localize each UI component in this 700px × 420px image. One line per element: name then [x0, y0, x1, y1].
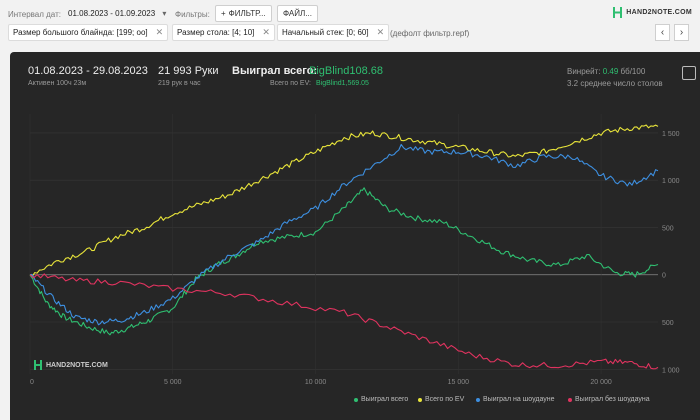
logo-text: HAND2NOTE.COM — [626, 9, 692, 16]
legend-dot — [476, 397, 480, 402]
y-tick-label: 1 000 — [662, 367, 680, 374]
legend-label: Выиграл всего — [361, 396, 409, 403]
won-total-value: BigBlind108.68 — [309, 65, 384, 77]
filter-chips: Размер большого блайнда: [199; oo] ✕ Раз… — [0, 24, 700, 42]
graph-panel: 01.08.2023 - 29.08.2023 Активен 100ч 23м… — [10, 52, 700, 420]
file-button-label: ФАЙЛ... — [283, 9, 312, 18]
x-tick-label: 20 000 — [590, 379, 612, 386]
x-tick-label: 10 000 — [305, 379, 327, 386]
close-icon[interactable]: ✕ — [262, 27, 270, 37]
y-tick-label: 1 500 — [662, 131, 680, 138]
legend-item-showdown[interactable]: Выиграл на шоудауне — [476, 396, 555, 403]
legend-label: Выиграл без шоудауна — [575, 396, 650, 403]
default-filter-name: (дефолт фильтр.repf) — [390, 29, 470, 38]
legend-item-won-total[interactable]: Выиграл всего — [354, 396, 408, 403]
expand-icon[interactable] — [682, 66, 696, 80]
plus-icon: + — [221, 9, 226, 18]
y-tick-label: 500 — [662, 320, 674, 327]
filter-chip-label: Размер стола: [4; 10] — [177, 28, 255, 37]
ev-value: BigBlind1,569.05 — [316, 80, 369, 87]
x-tick-label: 15 000 — [448, 379, 470, 386]
winrate-value: 0.49 — [602, 67, 619, 76]
watermark-text: HAND2NOTE.COM — [46, 361, 108, 369]
file-button[interactable]: ФАЙЛ... — [277, 5, 318, 22]
date-range-select[interactable]: 01.08.2023 - 01.09.2023 ▾ — [68, 9, 166, 18]
filter-chip-label: Размер большого блайнда: [199; oo] — [13, 28, 148, 37]
legend-label: Выиграл на шоудауне — [483, 396, 555, 403]
toolbar: Интервал дат: 01.08.2023 - 01.09.2023 ▾ … — [0, 0, 700, 28]
date-range-value: 01.08.2023 - 01.09.2023 — [68, 9, 156, 18]
chart-watermark: HAND2NOTE.COM — [34, 360, 108, 370]
filter-chip-label: Начальный стек: [0; 60] — [282, 28, 369, 37]
close-icon[interactable]: ✕ — [376, 27, 385, 37]
chevron-right-icon: › — [679, 27, 684, 38]
date-range-label: Интервал дат: — [8, 10, 61, 19]
legend-item-non-showdown[interactable]: Выиграл без шоудауна — [568, 396, 650, 403]
hands-count: 21 993 Руки — [158, 65, 219, 77]
hand2note-logo: HAND2NOTE.COM — [613, 7, 692, 18]
winrate-label: Винрейт: — [567, 67, 601, 76]
filter-chip-table-size[interactable]: Размер стола: [4; 10] ✕ — [172, 24, 275, 41]
chevron-left-icon: ‹ — [660, 27, 665, 38]
series-line — [29, 143, 659, 326]
legend-dot — [354, 397, 358, 402]
filter-button[interactable]: + ФИЛЬТР... — [215, 5, 272, 22]
series-line — [29, 187, 659, 336]
logo-icon — [34, 360, 42, 370]
legend-dot — [568, 397, 572, 402]
y-tick-label: 500 — [662, 225, 674, 232]
x-tick-label: 0 — [30, 379, 34, 386]
filter-chip-start-stack[interactable]: Начальный стек: [0; 60] ✕ — [277, 24, 390, 41]
filters-label: Фильтры: — [175, 10, 210, 19]
close-icon[interactable]: ✕ — [155, 27, 164, 37]
next-button[interactable]: › — [674, 24, 689, 41]
prev-button[interactable]: ‹ — [655, 24, 670, 41]
profit-chart: 1 500 1 000 500 0 500 1 000 0 5 000 10 000 15 000… — [29, 114, 680, 386]
series-line — [29, 273, 659, 370]
won-total-label: Выиграл всего: — [232, 65, 318, 77]
chevron-down-icon: ▾ — [162, 9, 167, 18]
filter-chip-big-blind[interactable]: Размер большого блайнда: [199; oo] ✕ — [8, 24, 169, 41]
active-time-text: Активен 100ч 23м — [28, 80, 87, 87]
winrate: Винрейт: 0.49 бб/100 — [567, 67, 645, 76]
logo-icon — [613, 7, 623, 18]
series-line — [29, 124, 659, 277]
y-tick-label: 0 — [662, 273, 666, 280]
legend-dot — [418, 397, 422, 402]
period-text: 01.08.2023 - 29.08.2023 — [28, 65, 148, 77]
x-tick-label: 5 000 — [164, 379, 182, 386]
legend-label: Всего по EV — [425, 396, 465, 403]
ev-label: Всего по EV: — [270, 80, 311, 87]
y-tick-label: 1 000 — [662, 178, 680, 185]
legend-item-ev[interactable]: Всего по EV — [418, 396, 464, 403]
filter-button-label: ФИЛЬТР... — [228, 9, 266, 18]
tables-average: 3.2 среднее число столов — [567, 79, 663, 88]
hands-per-hour: 219 рук в час — [158, 80, 201, 87]
winrate-unit: бб/100 — [620, 67, 646, 76]
